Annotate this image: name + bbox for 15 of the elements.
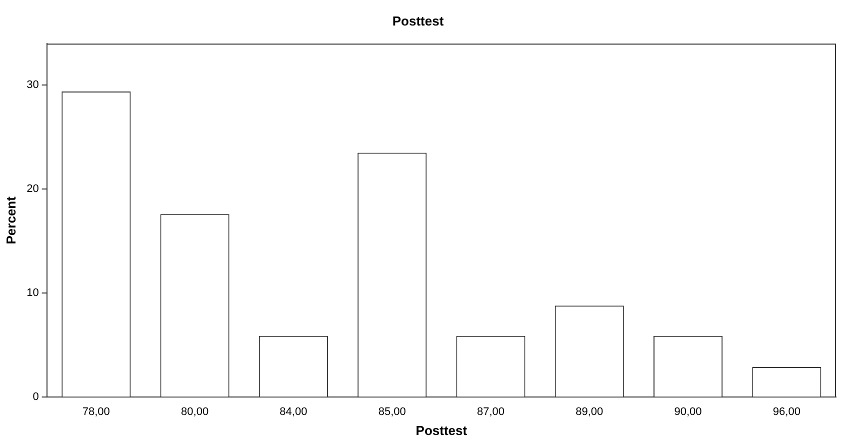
y-tick-label: 20 — [26, 183, 39, 196]
y-tick-label: 10 — [26, 287, 39, 300]
x-tick-label: 84,00 — [280, 406, 308, 418]
x-tick-label: 96,00 — [772, 406, 800, 418]
y-axis-title: Percent — [3, 196, 18, 244]
x-tick-label: 85,00 — [378, 406, 406, 418]
x-tick-label: 80,00 — [181, 406, 209, 418]
x-tick-label: 78,00 — [82, 406, 110, 418]
x-axis-title: Posttest — [416, 422, 468, 438]
x-tick-label: 90,00 — [674, 406, 702, 418]
y-tick-label: 0 — [32, 391, 39, 404]
x-tick-label: 87,00 — [476, 406, 505, 418]
y-tick-label: 30 — [26, 79, 39, 92]
x-tick-label: 89,00 — [576, 406, 604, 418]
chart-title: Posttest — [392, 13, 444, 28]
